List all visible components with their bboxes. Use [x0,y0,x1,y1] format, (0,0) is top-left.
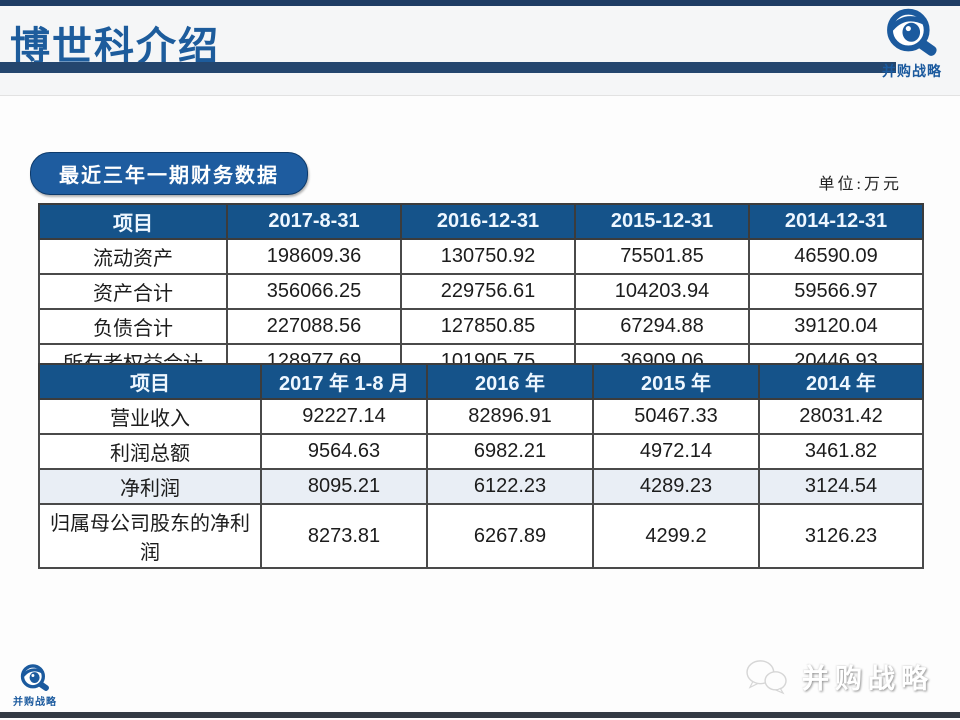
column-header: 2014 年 [758,363,924,400]
brand-logo: 并购战略 [870,6,954,81]
cell: 3126.23 [758,503,924,569]
table-row: 营业收入 92227.14 82896.91 50467.33 28031.42 [38,398,924,435]
cell: 9564.63 [260,433,428,470]
cell: 130750.92 [400,238,576,275]
eye-magnifier-icon [887,8,937,56]
cell: 50467.33 [592,398,760,435]
row-label: 流动资产 [38,238,228,275]
table-row: 归属母公司股东的净利润 8273.81 6267.89 4299.2 3126.… [38,503,924,569]
cell: 127850.85 [400,308,576,345]
row-label: 负债合计 [38,308,228,345]
column-header: 2017-8-31 [226,203,402,240]
top-accent-bar [0,0,960,6]
wechat-watermark: 并购战略 [744,657,934,696]
page-title: 博世科介绍 [10,25,220,69]
table-header-row: 项目 2017 年 1-8 月 2016 年 2015 年 2014 年 [38,363,924,400]
row-label: 净利润 [38,468,262,505]
unit-note: 单位:万元 [818,176,902,193]
eye-magnifier-icon [20,664,49,691]
column-header: 2015 年 [592,363,760,400]
cell: 75501.85 [574,238,750,275]
cell: 3124.54 [758,468,924,505]
cell: 92227.14 [260,398,428,435]
cell: 6122.23 [426,468,594,505]
cell: 198609.36 [226,238,402,275]
section-badge: 最近三年一期财务数据 [30,152,308,195]
cell: 8095.21 [260,468,428,505]
cell: 59566.97 [748,273,924,310]
row-label: 资产合计 [38,273,228,310]
brand-logo-text: 并购战略 [882,63,942,79]
cell: 3461.82 [758,433,924,470]
bottom-accent-bar [0,712,960,718]
watermark-text: 并购战略 [802,664,934,694]
balance-sheet-table: 项目 2017-8-31 2016-12-31 2015-12-31 2014-… [38,203,924,380]
column-header: 2017 年 1-8 月 [260,363,428,400]
cell: 39120.04 [748,308,924,345]
table-row-highlighted: 净利润 8095.21 6122.23 4289.23 3124.54 [38,468,924,505]
cell: 46590.09 [748,238,924,275]
income-statement-table: 项目 2017 年 1-8 月 2016 年 2015 年 2014 年 营业收… [38,363,924,569]
column-header: 2014-12-31 [748,203,924,240]
column-header: 2016-12-31 [400,203,576,240]
wechat-icon [746,659,787,694]
column-header: 项目 [38,363,262,400]
table-row: 流动资产 198609.36 130750.92 75501.85 46590.… [38,238,924,275]
column-header: 2016 年 [426,363,594,400]
cell: 104203.94 [574,273,750,310]
cell: 67294.88 [574,308,750,345]
column-header: 项目 [38,203,228,240]
row-label: 利润总额 [38,433,262,470]
header-band [0,6,960,96]
cell: 4972.14 [592,433,760,470]
cell: 28031.42 [758,398,924,435]
cell: 229756.61 [400,273,576,310]
table-row: 负债合计 227088.56 127850.85 67294.88 39120.… [38,308,924,345]
table-row: 资产合计 356066.25 229756.61 104203.94 59566… [38,273,924,310]
cell: 8273.81 [260,503,428,569]
cell: 4299.2 [592,503,760,569]
cell: 6267.89 [426,503,594,569]
cell: 227088.56 [226,308,402,345]
cell: 6982.21 [426,433,594,470]
row-label: 营业收入 [38,398,262,435]
row-label: 归属母公司股东的净利润 [38,503,262,569]
title-underline-rule [0,62,896,73]
table-row: 利润总额 9564.63 6982.21 4972.14 3461.82 [38,433,924,470]
cell: 82896.91 [426,398,594,435]
cell: 356066.25 [226,273,402,310]
table-header-row: 项目 2017-8-31 2016-12-31 2015-12-31 2014-… [38,203,924,240]
cell: 4289.23 [592,468,760,505]
column-header: 2015-12-31 [574,203,750,240]
footer-brand-logo: 并购战略 [8,663,62,708]
footer-brand-logo-text: 并购战略 [13,697,57,708]
